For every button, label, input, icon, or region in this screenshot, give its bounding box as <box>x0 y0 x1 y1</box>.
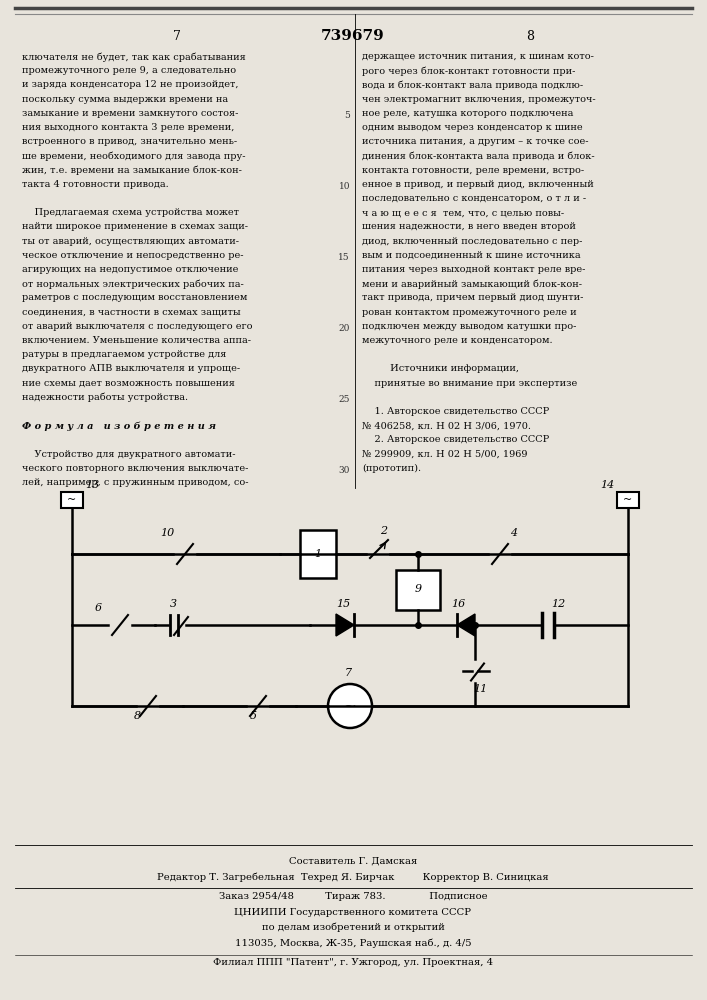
Text: 8: 8 <box>526 29 534 42</box>
Text: 1. Авторское свидетельство СССР: 1. Авторское свидетельство СССР <box>362 407 549 416</box>
Text: ратуры в предлагаемом устройстве для: ратуры в предлагаемом устройстве для <box>22 350 226 359</box>
Text: 11: 11 <box>473 684 487 694</box>
Text: 3: 3 <box>170 599 177 609</box>
Text: ключателя не будет, так как срабатывания: ключателя не будет, так как срабатывания <box>22 52 246 62</box>
Text: 6: 6 <box>95 603 102 613</box>
Text: 2. Авторское свидетельство СССР: 2. Авторское свидетельство СССР <box>362 435 549 444</box>
Bar <box>396 570 440 609</box>
Text: по делам изобретений и открытий: по делам изобретений и открытий <box>262 923 445 932</box>
Bar <box>300 530 336 578</box>
Text: ния выходного контакта 3 реле времени,: ния выходного контакта 3 реле времени, <box>22 123 235 132</box>
Text: такт привода, причем первый диод шунти-: такт привода, причем первый диод шунти- <box>362 293 583 302</box>
Bar <box>617 492 639 508</box>
Polygon shape <box>457 614 475 636</box>
Text: Редактор Т. Загребельная  Техред Я. Бирчак         Корректор В. Синицкая: Редактор Т. Загребельная Техред Я. Бирча… <box>157 872 549 882</box>
Text: ческое отключение и непосредственно ре-: ческое отключение и непосредственно ре- <box>22 251 243 260</box>
Text: Ф о р м у л а   и з о б р е т е н и я: Ф о р м у л а и з о б р е т е н и я <box>22 421 216 431</box>
Text: включением. Уменьшение количества аппа-: включением. Уменьшение количества аппа- <box>22 336 251 345</box>
Text: 15: 15 <box>336 599 350 609</box>
Text: раметров с последующим восстановлением: раметров с последующим восстановлением <box>22 293 247 302</box>
Text: источника питания, а другим – к точке сое-: источника питания, а другим – к точке со… <box>362 137 588 146</box>
Text: агирующих на недопустимое отключение: агирующих на недопустимое отключение <box>22 265 238 274</box>
Text: 20: 20 <box>339 324 350 333</box>
Text: принятые во внимание при экспертизе: принятые во внимание при экспертизе <box>362 379 577 388</box>
Text: последовательно с конденсатором, о т л и -: последовательно с конденсатором, о т л и… <box>362 194 586 203</box>
Text: двукратного АПВ выключателя и упроще-: двукратного АПВ выключателя и упроще- <box>22 364 240 373</box>
Text: Источники информации,: Источники информации, <box>362 364 519 373</box>
Text: подключен между выводом катушки про-: подключен между выводом катушки про- <box>362 322 576 331</box>
Text: надежности работы устройства.: надежности работы устройства. <box>22 393 188 402</box>
Text: (прототип).: (прототип). <box>362 464 421 473</box>
Text: 2: 2 <box>380 526 387 536</box>
Text: и заряда конденсатора 12 не произойдет,: и заряда конденсатора 12 не произойдет, <box>22 80 238 89</box>
Text: вым и подсоединенный к шине источника: вым и подсоединенный к шине источника <box>362 251 580 260</box>
Text: динения блок-контакта вала привода и блок-: динения блок-контакта вала привода и бло… <box>362 151 595 161</box>
Text: Предлагаемая схема устройства может: Предлагаемая схема устройства может <box>22 208 239 217</box>
Text: 12: 12 <box>551 599 566 609</box>
Bar <box>61 492 83 508</box>
Text: № 406258, кл. Н 02 Н 3/06, 1970.: № 406258, кл. Н 02 Н 3/06, 1970. <box>362 421 531 430</box>
Text: 15: 15 <box>339 253 350 262</box>
Text: встроенного в привод, значительно мень-: встроенного в привод, значительно мень- <box>22 137 237 146</box>
Text: Устройство для двукратного автомати-: Устройство для двукратного автомати- <box>22 450 235 459</box>
Text: 113035, Москва, Ж-35, Раушская наб., д. 4/5: 113035, Москва, Ж-35, Раушская наб., д. … <box>235 938 472 948</box>
Text: диод, включенный последовательно с пер-: диод, включенный последовательно с пер- <box>362 237 583 246</box>
Text: Составитель Г. Дамская: Составитель Г. Дамская <box>289 857 417 866</box>
Text: 7: 7 <box>345 668 352 678</box>
Text: ~: ~ <box>344 700 356 714</box>
Text: замыкание и времени замкнутого состоя-: замыкание и времени замкнутого состоя- <box>22 109 238 118</box>
Text: промежуточного реле 9, а следовательно: промежуточного реле 9, а следовательно <box>22 66 236 75</box>
Text: 10: 10 <box>160 528 174 538</box>
Text: ческого повторного включения выключате-: ческого повторного включения выключате- <box>22 464 248 473</box>
Text: енное в привод, и первый диод, включенный: енное в привод, и первый диод, включенны… <box>362 180 594 189</box>
Text: 13: 13 <box>85 480 99 490</box>
Text: 1: 1 <box>315 549 322 559</box>
Text: ты от аварий, осуществляющих автомати-: ты от аварий, осуществляющих автомати- <box>22 237 239 246</box>
Text: ~: ~ <box>624 495 633 505</box>
Text: 16: 16 <box>451 599 465 609</box>
Text: 9: 9 <box>414 584 421 594</box>
Text: такта 4 готовности привода.: такта 4 готовности привода. <box>22 180 169 189</box>
Text: 4: 4 <box>510 528 517 538</box>
Text: 14: 14 <box>600 480 614 490</box>
Text: Филиал ППП "Патент", г. Ужгород, ул. Проектная, 4: Филиал ППП "Патент", г. Ужгород, ул. Про… <box>213 958 493 967</box>
Text: мени и аварийный замыкающий блок-кон-: мени и аварийный замыкающий блок-кон- <box>362 279 582 289</box>
Text: чен электромагнит включения, промежуточ-: чен электромагнит включения, промежуточ- <box>362 95 595 104</box>
Text: найти широкое применение в схемах защи-: найти широкое применение в схемах защи- <box>22 222 248 231</box>
Text: вода и блок-контакт вала привода подклю-: вода и блок-контакт вала привода подклю- <box>362 80 583 90</box>
Text: соединения, в частности в схемах защиты: соединения, в частности в схемах защиты <box>22 308 240 317</box>
Text: питания через выходной контакт реле вре-: питания через выходной контакт реле вре- <box>362 265 585 274</box>
Text: рого через блок-контакт готовности при-: рого через блок-контакт готовности при- <box>362 66 575 76</box>
Text: рован контактом промежуточного реле и: рован контактом промежуточного реле и <box>362 308 577 317</box>
Text: одним выводом через конденсатор к шине: одним выводом через конденсатор к шине <box>362 123 583 132</box>
Text: ч а ю щ е е с я  тем, что, с целью повы-: ч а ю щ е е с я тем, что, с целью повы- <box>362 208 564 217</box>
Polygon shape <box>336 614 354 636</box>
Text: от нормальных электрических рабочих па-: от нормальных электрических рабочих па- <box>22 279 244 289</box>
Text: Заказ 2954/48          Тираж 783.              Подписное: Заказ 2954/48 Тираж 783. Подписное <box>218 892 487 901</box>
Text: № 299909, кл. Н 02 Н 5/00, 1969: № 299909, кл. Н 02 Н 5/00, 1969 <box>362 450 527 459</box>
Text: 30: 30 <box>339 466 350 475</box>
Text: лей, например, с пружинным приводом, со-: лей, например, с пружинным приводом, со- <box>22 478 248 487</box>
Text: шения надежности, в него введен второй: шения надежности, в него введен второй <box>362 222 576 231</box>
Text: ное реле, катушка которого подключена: ное реле, катушка которого подключена <box>362 109 573 118</box>
Text: 10: 10 <box>339 182 350 191</box>
Circle shape <box>328 684 372 728</box>
Text: ~: ~ <box>67 495 76 505</box>
Text: держащее источник питания, к шинам кото-: держащее источник питания, к шинам кото- <box>362 52 594 61</box>
Text: от аварий выключателя с последующего его: от аварий выключателя с последующего его <box>22 322 252 331</box>
Text: 7: 7 <box>173 29 181 42</box>
Text: ЦНИИПИ Государственного комитета СССР: ЦНИИПИ Государственного комитета СССР <box>235 908 472 917</box>
Text: 5: 5 <box>344 111 350 120</box>
Text: контакта готовности, реле времени, встро-: контакта готовности, реле времени, встро… <box>362 166 584 175</box>
Text: поскольку сумма выдержки времени на: поскольку сумма выдержки времени на <box>22 95 228 104</box>
Text: жин, т.е. времени на замыкание блок-кон-: жин, т.е. времени на замыкание блок-кон- <box>22 166 242 175</box>
Text: ше времени, необходимого для завода пру-: ше времени, необходимого для завода пру- <box>22 151 245 161</box>
Text: 25: 25 <box>339 395 350 404</box>
Text: 5: 5 <box>250 711 257 721</box>
Text: 739679: 739679 <box>321 29 385 43</box>
Text: 8: 8 <box>134 711 141 721</box>
Text: межуточного реле и конденсатором.: межуточного реле и конденсатором. <box>362 336 553 345</box>
Text: ние схемы дает возможность повышения: ние схемы дает возможность повышения <box>22 379 235 388</box>
